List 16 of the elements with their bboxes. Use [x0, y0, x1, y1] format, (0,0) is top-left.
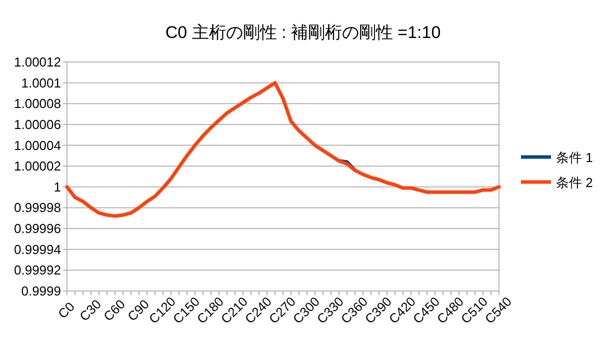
y-tick-label: 0.99992: [14, 262, 61, 278]
legend-label: 条件 2: [556, 175, 593, 190]
y-tick-label: 1.00006: [14, 116, 61, 132]
chart-title: C0 主桁の剛性 : 補剛桁の剛性 =1:10: [165, 23, 441, 42]
y-tick-label: 0.99998: [14, 200, 61, 216]
y-tick-label: 1.00004: [14, 138, 61, 153]
y-tick-label: 1.0001: [21, 75, 61, 90]
x-tick-label: C0: [55, 299, 78, 322]
y-tick-label: 0.99996: [14, 221, 61, 236]
y-tick-label: 0.99994: [14, 242, 61, 257]
y-tick-label: 1.00012: [14, 54, 61, 70]
legend-label: 条件 1: [556, 150, 593, 165]
y-tick-label: 1.00008: [14, 96, 61, 112]
y-tick-label: 1: [54, 179, 61, 194]
y-tick-label: 0.9999: [21, 284, 61, 298]
y-tick-label: 1.00002: [14, 158, 61, 174]
